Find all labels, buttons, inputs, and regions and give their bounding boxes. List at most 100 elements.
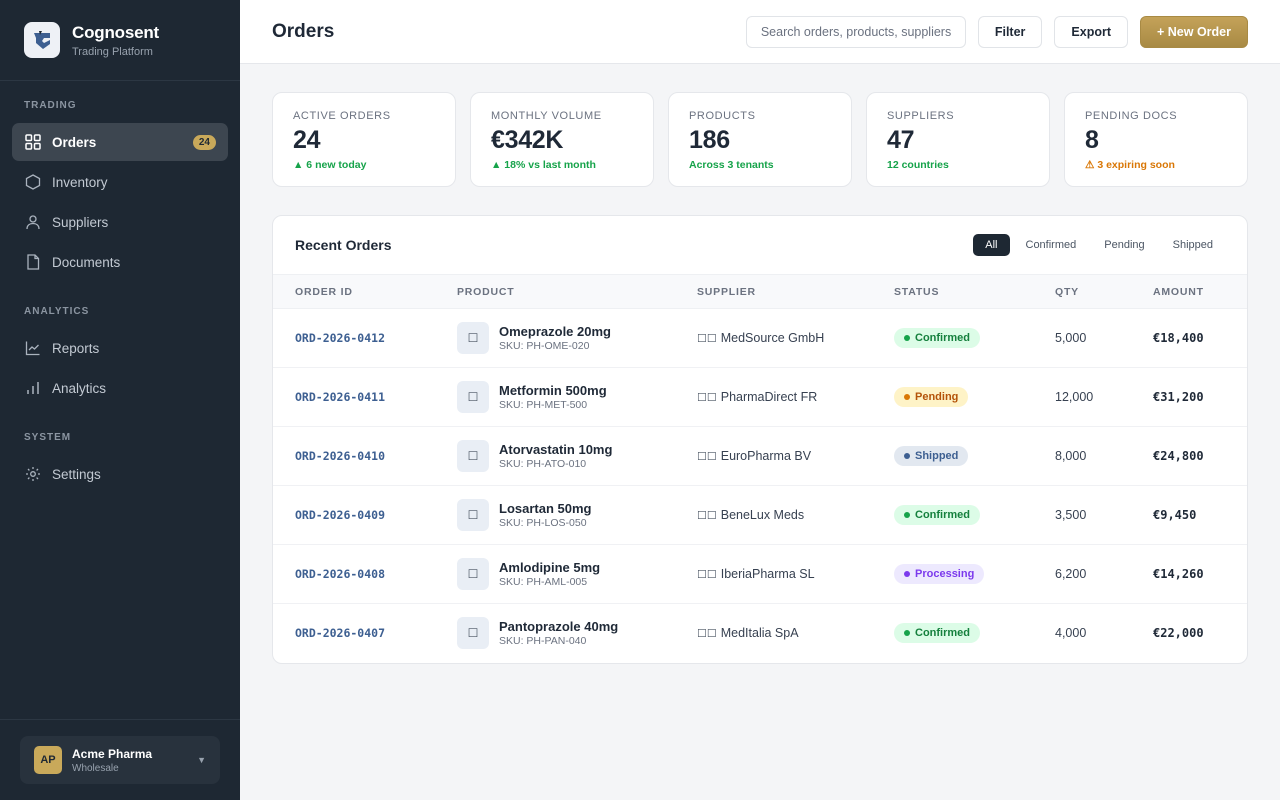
table-row[interactable]: ORD-2026-0407 ☐ Pantoprazole 40mg SKU: PH-P… (273, 604, 1247, 663)
product-image-placeholder-icon: ☐ (457, 322, 489, 354)
product-cell: ☐ Omeprazole 20mg SKU: PH-OME-020 (457, 322, 697, 354)
stat-delta: ⚠ 3 expiring soon (1085, 159, 1175, 171)
table-header-row: Order ID Product Supplier Status Qty Amount (273, 274, 1247, 309)
amount: €22,000 (1153, 626, 1204, 641)
product-image-placeholder-icon: ☐ (457, 558, 489, 590)
product-cell: ☐ Metformin 500mg SKU: PH-MET-500 (457, 381, 697, 413)
stat-value: 8 (1085, 126, 1099, 154)
status-label: Shipped (915, 450, 959, 462)
product-name: Pantoprazole 40mg (499, 619, 619, 635)
grid-icon (24, 133, 42, 151)
product-cell: ☐ Amlodipine 5mg SKU: PH-AML-005 (457, 558, 697, 590)
stat-value: €342K (491, 126, 564, 154)
status-label: Confirmed (915, 509, 970, 521)
chevron-down-icon: ▼ (197, 755, 206, 765)
country-flag-icon: ☐☐ (697, 451, 717, 463)
nav-section-analytics: ANALYTICS Reports Analytics (0, 303, 240, 407)
country-flag-icon: ☐☐ (697, 510, 717, 522)
quantity: 3,500 (1055, 508, 1087, 522)
search-input[interactable] (745, 15, 966, 48)
status-badge: Pending (894, 387, 969, 407)
box-icon (24, 173, 42, 191)
status-badge: Shipped (894, 446, 969, 466)
status-dot (904, 571, 910, 577)
quantity: 4,000 (1055, 626, 1087, 641)
stat-delta: ▲ 18% vs last month (491, 159, 596, 171)
avatar: AP (34, 746, 62, 774)
status-dot (904, 453, 910, 459)
status-label: Confirmed (915, 332, 970, 344)
supplier-name: MedItalia SpA (720, 626, 799, 641)
sidebar-item-label: Settings (52, 466, 101, 482)
order-id-link[interactable]: ORD-2026-0410 (295, 449, 386, 463)
status-dot (904, 512, 910, 518)
status-badge: Confirmed (894, 505, 980, 525)
quantity: 12,000 (1055, 390, 1094, 404)
sidebar-item-reports[interactable]: Reports (12, 329, 228, 367)
line-chart-icon (24, 339, 42, 357)
tab-all[interactable]: All (973, 234, 1010, 256)
order-id-link[interactable]: ORD-2026-0408 (295, 567, 386, 581)
order-id-link[interactable]: ORD-2026-0412 (295, 331, 386, 345)
nav-heading: TRADING (24, 100, 77, 111)
stat-label: Products (689, 110, 756, 122)
tab-shipped[interactable]: Shipped (1172, 239, 1213, 251)
sidebar-item-documents[interactable]: Documents (12, 243, 228, 281)
column-header: Status (894, 274, 1055, 309)
sidebar-item-suppliers[interactable]: Suppliers (12, 203, 228, 241)
product-sku: SKU: PH-PAN-040 (499, 635, 587, 648)
status-label: Pending (915, 391, 959, 403)
stat-card: Products 186 Across 3 tenants (668, 92, 852, 187)
sidebar-item-label: Analytics (52, 380, 107, 396)
brand-name: Cognosent (72, 22, 159, 42)
product-image-placeholder-icon: ☐ (457, 499, 489, 531)
account-type: Wholesale (72, 762, 119, 774)
stat-label: Pending Docs (1085, 110, 1178, 122)
status-dot (904, 335, 910, 341)
sidebar-item-analytics[interactable]: Analytics (12, 369, 228, 407)
new-order-button[interactable]: + New Order (1140, 15, 1248, 48)
supplier-name: EuroPharma BV (720, 449, 812, 463)
stat-delta: ▲ 6 new today (293, 159, 367, 171)
product-name: Atorvastatin 10mg (499, 442, 613, 457)
column-header: Order ID (273, 274, 457, 309)
sidebar-item-label: Documents (52, 254, 121, 270)
amount: €18,400 (1153, 331, 1204, 345)
stat-value: 186 (689, 126, 730, 154)
filter-button[interactable]: Filter (977, 15, 1043, 48)
topbar: Orders Filter Export + New Order (240, 0, 1280, 64)
stat-card: Suppliers 47 12 countries (866, 92, 1050, 187)
stat-value: 24 (293, 126, 321, 154)
sidebar-item-inventory[interactable]: Inventory (12, 163, 228, 201)
product-sku: SKU: PH-LOS-050 (499, 517, 587, 529)
orders-count-badge: 24 (192, 134, 216, 150)
nav-heading: ANALYTICS (24, 306, 90, 317)
sidebar-item-orders[interactable]: Orders 24 (12, 123, 228, 161)
product-cell: ☐ Losartan 50mg SKU: PH-LOS-050 (457, 499, 697, 531)
account-switcher[interactable]: AP Acme Pharma Wholesale ▼ (20, 736, 220, 784)
page-title: Orders (272, 20, 335, 42)
stat-card: Pending Docs 8 ⚠ 3 expiring soon (1064, 92, 1248, 187)
nav-section-trading: TRADING Orders 24 Inventory Suppliers (0, 97, 240, 281)
quantity: 5,000 (1055, 331, 1087, 345)
product-sku: SKU: PH-OME-020 (499, 340, 590, 352)
table-row[interactable]: ORD-2026-0412 ☐ Omeprazole 20mg SKU: PH-OME… (273, 308, 1247, 368)
table-row[interactable]: ORD-2026-0409 ☐ Losartan 50mg SKU: PH-LOS-0… (273, 485, 1247, 545)
country-flag-icon: ☐☐ (697, 628, 717, 641)
export-button[interactable]: Export (1054, 15, 1128, 48)
tab-pending[interactable]: Pending (1104, 239, 1145, 251)
amount: €9,450 (1153, 508, 1197, 522)
order-id-link[interactable]: ORD-2026-0409 (295, 508, 386, 522)
main-content: Active Orders 24 ▲ 6 new today Monthly Volu… (272, 92, 1248, 664)
table-row[interactable]: ORD-2026-0408 ☐ Amlodipine 5mg SKU: PH-AML-… (273, 544, 1247, 604)
sidebar-item-settings[interactable]: Settings (12, 455, 228, 493)
product-image-placeholder-icon: ☐ (457, 440, 489, 472)
nav-section-system: SYSTEM Settings (0, 429, 240, 493)
table-row[interactable]: ORD-2026-0411 ☐ Metformin 500mg SKU: PH-MET… (273, 367, 1247, 427)
supplier-name: MedSource GmbH (720, 331, 825, 345)
order-id-link[interactable]: ORD-2026-0411 (295, 390, 386, 404)
tab-confirmed[interactable]: Confirmed (1025, 239, 1077, 251)
table-row[interactable]: ORD-2026-0410 ☐ Atorvastatin 10mg SKU: PH-A… (273, 426, 1247, 486)
order-id-link[interactable]: ORD-2026-0407 (295, 626, 386, 641)
status-badge: Confirmed (894, 623, 980, 644)
